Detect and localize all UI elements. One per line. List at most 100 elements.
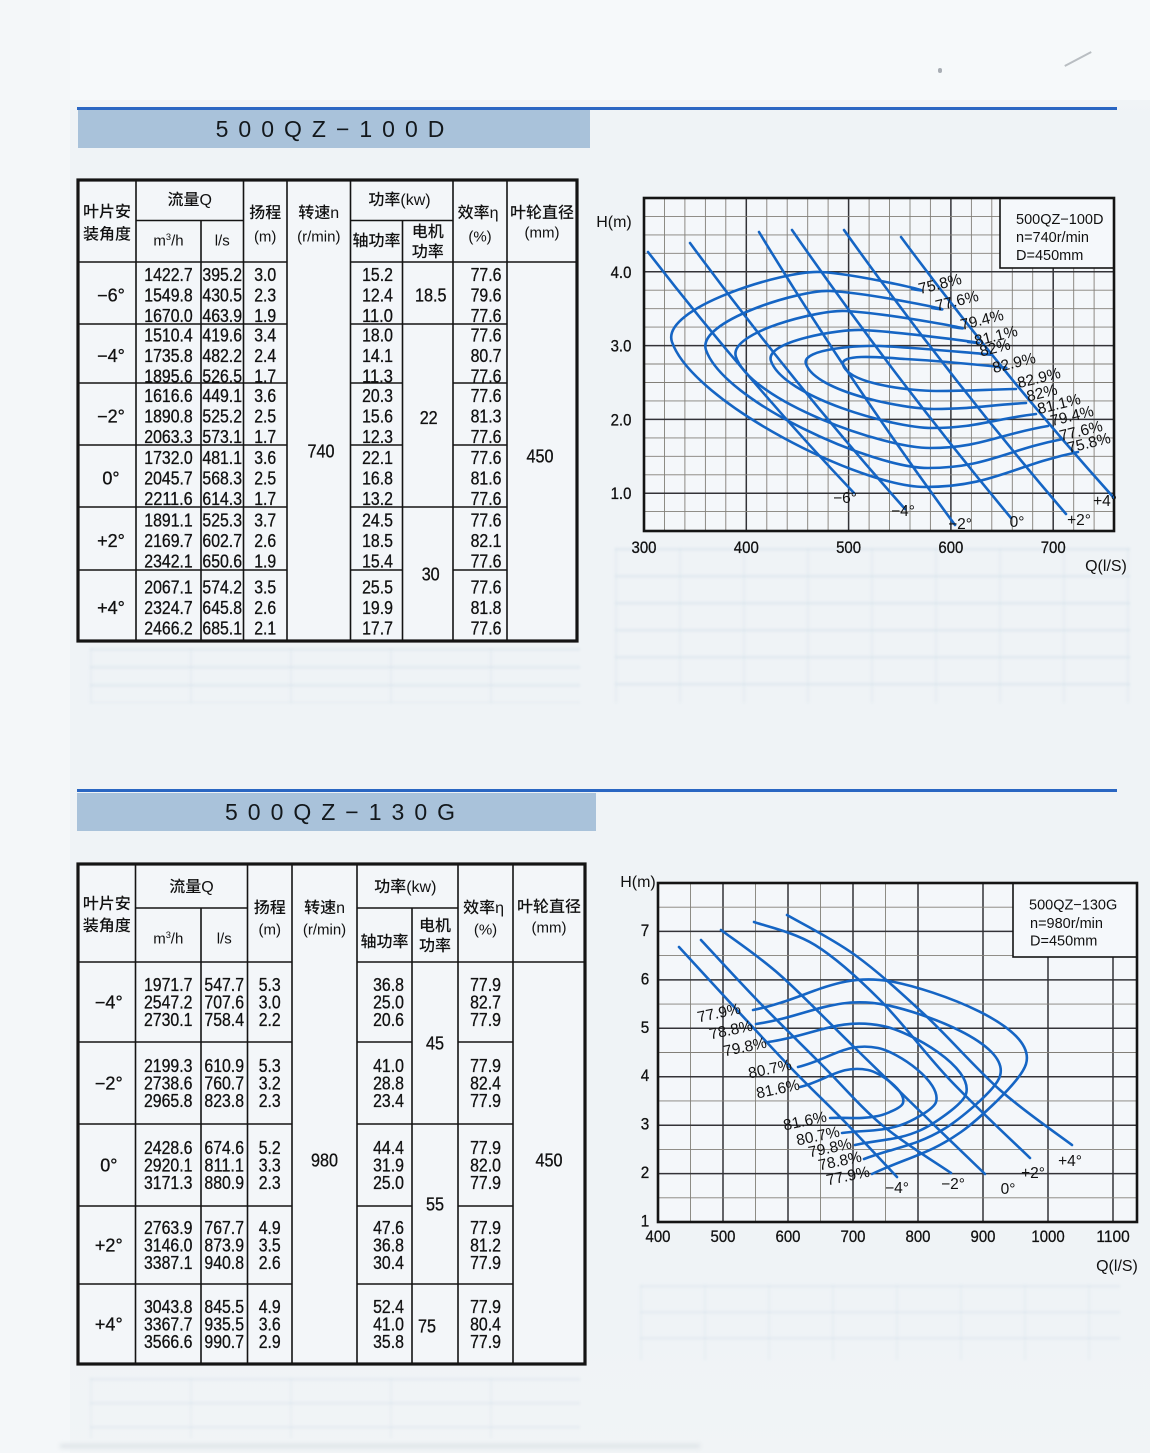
svg-text:3.6: 3.6 xyxy=(254,448,276,468)
svg-text:3146.0: 3146.0 xyxy=(144,1236,192,1256)
svg-text:3.5: 3.5 xyxy=(254,577,276,597)
svg-text:12.3: 12.3 xyxy=(362,427,393,447)
svg-text:482.2: 482.2 xyxy=(202,346,242,366)
svg-text:600: 600 xyxy=(938,538,963,557)
svg-text:23.4: 23.4 xyxy=(373,1091,404,1111)
svg-text:+2°: +2° xyxy=(97,531,125,551)
svg-text:873.9: 873.9 xyxy=(204,1236,244,1256)
svg-text:77.6: 77.6 xyxy=(471,427,502,447)
svg-text:2342.1: 2342.1 xyxy=(144,552,192,572)
svg-text:5.3: 5.3 xyxy=(259,1056,281,1076)
svg-text:m: m xyxy=(153,232,166,249)
svg-text:77.6: 77.6 xyxy=(471,306,502,326)
svg-text:22: 22 xyxy=(420,408,438,428)
svg-text:0°: 0° xyxy=(100,1156,117,1176)
svg-text:1.9: 1.9 xyxy=(254,306,276,326)
svg-text:77.6: 77.6 xyxy=(471,577,502,597)
svg-text:+4°: +4° xyxy=(95,1315,123,1335)
svg-text:19.9: 19.9 xyxy=(362,598,393,618)
svg-text:D=450mm: D=450mm xyxy=(1030,934,1097,950)
svg-text:77.9: 77.9 xyxy=(470,975,501,995)
svg-text:1895.6: 1895.6 xyxy=(144,367,192,387)
svg-text:1971.7: 1971.7 xyxy=(144,975,192,995)
svg-text:990.7: 990.7 xyxy=(204,1332,244,1352)
svg-text:77.6: 77.6 xyxy=(471,367,502,387)
svg-text:300: 300 xyxy=(632,538,657,557)
svg-text:(r/min): (r/min) xyxy=(297,228,340,245)
svg-text:463.9: 463.9 xyxy=(202,306,242,326)
svg-text:35.8: 35.8 xyxy=(373,1332,404,1352)
svg-text:500: 500 xyxy=(711,1227,736,1246)
svg-text:1000: 1000 xyxy=(1031,1227,1064,1246)
svg-text:22.1: 22.1 xyxy=(362,448,393,468)
svg-text:+4°: +4° xyxy=(97,598,125,618)
svg-text:2067.1: 2067.1 xyxy=(144,577,192,597)
svg-text:79.6: 79.6 xyxy=(471,286,502,306)
svg-text:610.9: 610.9 xyxy=(204,1056,244,1076)
svg-text:(r/min): (r/min) xyxy=(303,921,346,938)
svg-text:H(m): H(m) xyxy=(620,874,656,891)
svg-text:2.5: 2.5 xyxy=(254,407,276,427)
svg-text:36.8: 36.8 xyxy=(373,975,404,995)
svg-text:525.2: 525.2 xyxy=(202,407,242,427)
svg-text:3.5: 3.5 xyxy=(259,1236,281,1256)
svg-text:81.2: 81.2 xyxy=(470,1236,501,1256)
svg-text:l/s: l/s xyxy=(217,930,232,947)
svg-text:3.0: 3.0 xyxy=(611,337,632,356)
svg-text:5.3: 5.3 xyxy=(259,975,281,995)
svg-text:3171.3: 3171.3 xyxy=(144,1173,192,1193)
svg-text:77.9: 77.9 xyxy=(470,1218,501,1238)
svg-text:980: 980 xyxy=(311,1151,338,1171)
svg-text:77.9: 77.9 xyxy=(470,1173,501,1193)
svg-text:11.3: 11.3 xyxy=(362,367,393,387)
svg-text:81.3: 81.3 xyxy=(471,407,502,427)
svg-text:1891.1: 1891.1 xyxy=(144,510,192,530)
svg-text:450: 450 xyxy=(536,1151,563,1171)
svg-text:2763.9: 2763.9 xyxy=(144,1218,192,1238)
svg-text:(m): (m) xyxy=(259,921,282,938)
svg-text:81.6: 81.6 xyxy=(471,469,502,489)
svg-text:80.4: 80.4 xyxy=(470,1315,501,1335)
svg-text:2428.6: 2428.6 xyxy=(144,1138,192,1158)
svg-text:526.5: 526.5 xyxy=(202,367,242,387)
svg-text:3.0: 3.0 xyxy=(259,993,281,1013)
svg-text:2045.7: 2045.7 xyxy=(144,469,192,489)
svg-text:4.0: 4.0 xyxy=(611,263,632,282)
svg-text:77.6: 77.6 xyxy=(471,510,502,530)
svg-text:2.6: 2.6 xyxy=(254,598,276,618)
svg-text:2.6: 2.6 xyxy=(259,1253,281,1273)
svg-text:3: 3 xyxy=(641,1115,650,1134)
svg-text:2324.7: 2324.7 xyxy=(144,598,192,618)
svg-text:0°: 0° xyxy=(1010,514,1025,531)
svg-text:900: 900 xyxy=(971,1227,996,1246)
svg-text:823.8: 823.8 xyxy=(204,1091,244,1111)
svg-text:758.4: 758.4 xyxy=(204,1010,244,1030)
svg-text:3.7: 3.7 xyxy=(254,510,276,530)
svg-text:2.1: 2.1 xyxy=(254,619,276,639)
svg-text:1.9: 1.9 xyxy=(254,552,276,572)
svg-text:1890.8: 1890.8 xyxy=(144,407,192,427)
svg-text:3.0: 3.0 xyxy=(254,265,276,285)
svg-text:4.9: 4.9 xyxy=(259,1297,281,1317)
svg-text:24.5: 24.5 xyxy=(362,510,393,530)
svg-text:3.2: 3.2 xyxy=(259,1074,281,1094)
svg-text:41.0: 41.0 xyxy=(373,1315,404,1335)
svg-text:2.5: 2.5 xyxy=(254,469,276,489)
svg-text:2.3: 2.3 xyxy=(254,286,276,306)
svg-text:18.5: 18.5 xyxy=(415,286,447,306)
svg-text:H(m): H(m) xyxy=(596,214,632,231)
svg-text:n: n xyxy=(336,900,345,917)
svg-text:/h: /h xyxy=(171,930,184,947)
svg-text:3367.7: 3367.7 xyxy=(144,1315,192,1335)
svg-text:−6°: −6° xyxy=(97,286,125,306)
svg-text:77.9: 77.9 xyxy=(470,1091,501,1111)
svg-text:450: 450 xyxy=(527,447,554,467)
svg-text:2: 2 xyxy=(641,1163,650,1182)
svg-text:0°: 0° xyxy=(1001,1181,1016,1198)
svg-text:5.2: 5.2 xyxy=(259,1138,281,1158)
svg-text:15.6: 15.6 xyxy=(362,407,393,427)
svg-text:47.6: 47.6 xyxy=(373,1218,404,1238)
svg-text:2.2: 2.2 xyxy=(259,1010,281,1030)
svg-text:419.6: 419.6 xyxy=(202,325,242,345)
svg-text:(mm): (mm) xyxy=(525,224,560,241)
